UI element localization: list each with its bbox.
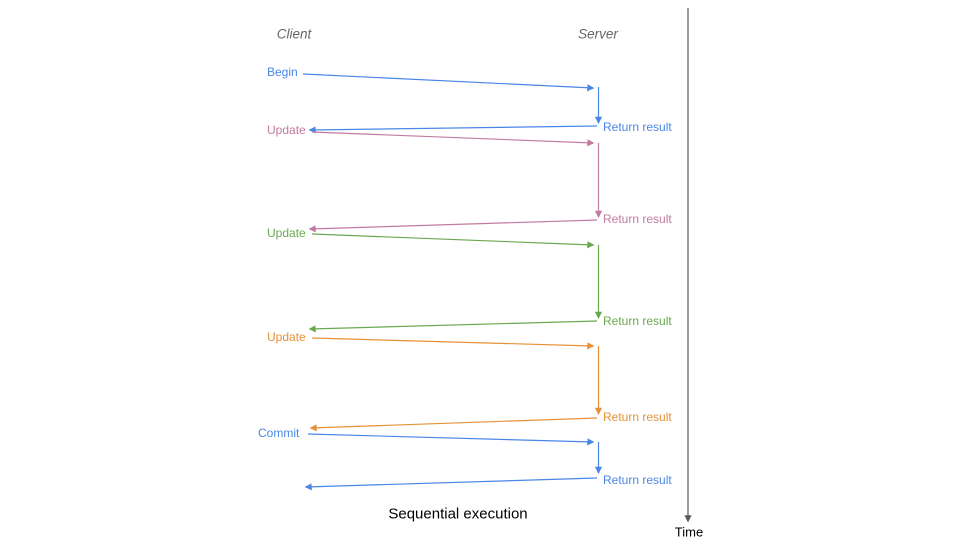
return-result-label-0: Return result [603,120,672,134]
message-label-commit-4: Commit [258,426,300,440]
message-label-update-1: Update [267,123,306,137]
return-result-label-2: Return result [603,314,672,328]
return-arrow-4 [304,477,598,491]
request-arrow-1 [311,131,595,147]
message-label-update-2: Update [267,226,306,240]
diagram-title: Sequential execution [388,505,528,523]
return-result-label-1: Return result [603,212,672,226]
request-arrow-3 [311,337,595,350]
return-result-label-4: Return result [603,473,672,487]
return-arrow-2 [308,320,598,333]
return-arrow-3 [309,417,598,432]
request-arrow-2 [311,233,595,249]
message-label-begin-0: Begin [267,65,298,79]
time-axis-label: Time [674,524,704,540]
request-arrow-4 [307,433,595,446]
return-arrow-0 [308,125,598,134]
message-label-update-3: Update [267,330,306,344]
server-header: Server [578,26,618,42]
return-result-label-3: Return result [603,410,672,424]
return-arrow-1 [308,219,598,233]
client-header: Client [276,26,312,42]
request-arrow-0 [302,73,595,92]
